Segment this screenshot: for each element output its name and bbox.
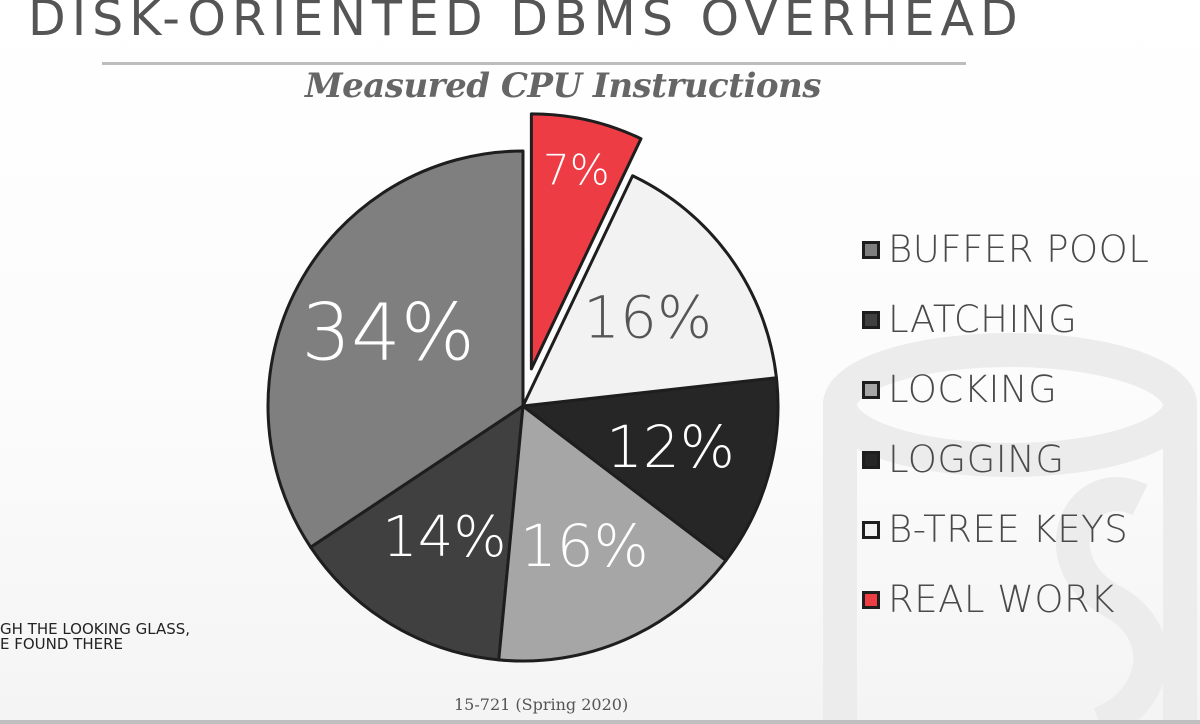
pie-label-locking: 16% <box>520 512 649 580</box>
pie-label-b-tree-keys: 16% <box>583 283 712 351</box>
legend-swatch <box>862 451 880 469</box>
reference-line-1: GH THE LOOKING GLASS, <box>0 620 191 638</box>
legend-item-real-work: REAL WORK <box>862 564 1149 634</box>
pie-label-real-work: 7% <box>543 145 610 194</box>
pie-slice-b-tree-keys <box>521 174 778 408</box>
pie-slice-latching <box>309 404 525 662</box>
legend-swatch <box>862 311 880 329</box>
course-footer: 15-721 (Spring 2020) <box>454 695 629 714</box>
pie-label-latching: 14% <box>382 505 506 570</box>
legend-label: BUFFER POOL <box>888 227 1150 271</box>
bottom-bar <box>0 720 1200 724</box>
legend-label: REAL WORK <box>888 577 1115 621</box>
legend-label: LOCKING <box>888 367 1058 411</box>
legend-item-b-tree-keys: B-TREE KEYS <box>862 494 1149 564</box>
legend-swatch <box>862 521 880 539</box>
reference-citation: GH THE LOOKING GLASS, E FOUND THERE <box>0 622 190 652</box>
page-title: DISK-ORIENTED DBMS OVERHEAD <box>28 0 1024 47</box>
chart-legend: BUFFER POOL LATCHING LOCKING LOGGING B-TREE … <box>862 214 1149 634</box>
reference-line-2: E FOUND THERE <box>0 635 124 653</box>
title-divider <box>102 62 966 65</box>
legend-swatch <box>862 591 880 609</box>
pie-slice-real-work <box>529 112 643 371</box>
pie-slice-logging <box>521 376 780 562</box>
legend-label: LATCHING <box>888 297 1078 341</box>
legend-swatch <box>862 381 880 399</box>
legend-item-logging: LOGGING <box>862 424 1149 494</box>
pie-label-buffer-pool: 34% <box>301 289 474 379</box>
pie-label-logging: 12% <box>606 413 735 481</box>
legend-item-buffer-pool: BUFFER POOL <box>862 214 1149 284</box>
legend-item-locking: LOCKING <box>862 354 1149 424</box>
chart-subtitle: Measured CPU Instructions <box>305 66 821 106</box>
pie-slice-locking <box>497 404 728 663</box>
legend-item-latching: LATCHING <box>862 284 1149 354</box>
legend-label: LOGGING <box>888 437 1065 481</box>
legend-label: B-TREE KEYS <box>888 507 1129 551</box>
legend-swatch <box>862 241 880 259</box>
